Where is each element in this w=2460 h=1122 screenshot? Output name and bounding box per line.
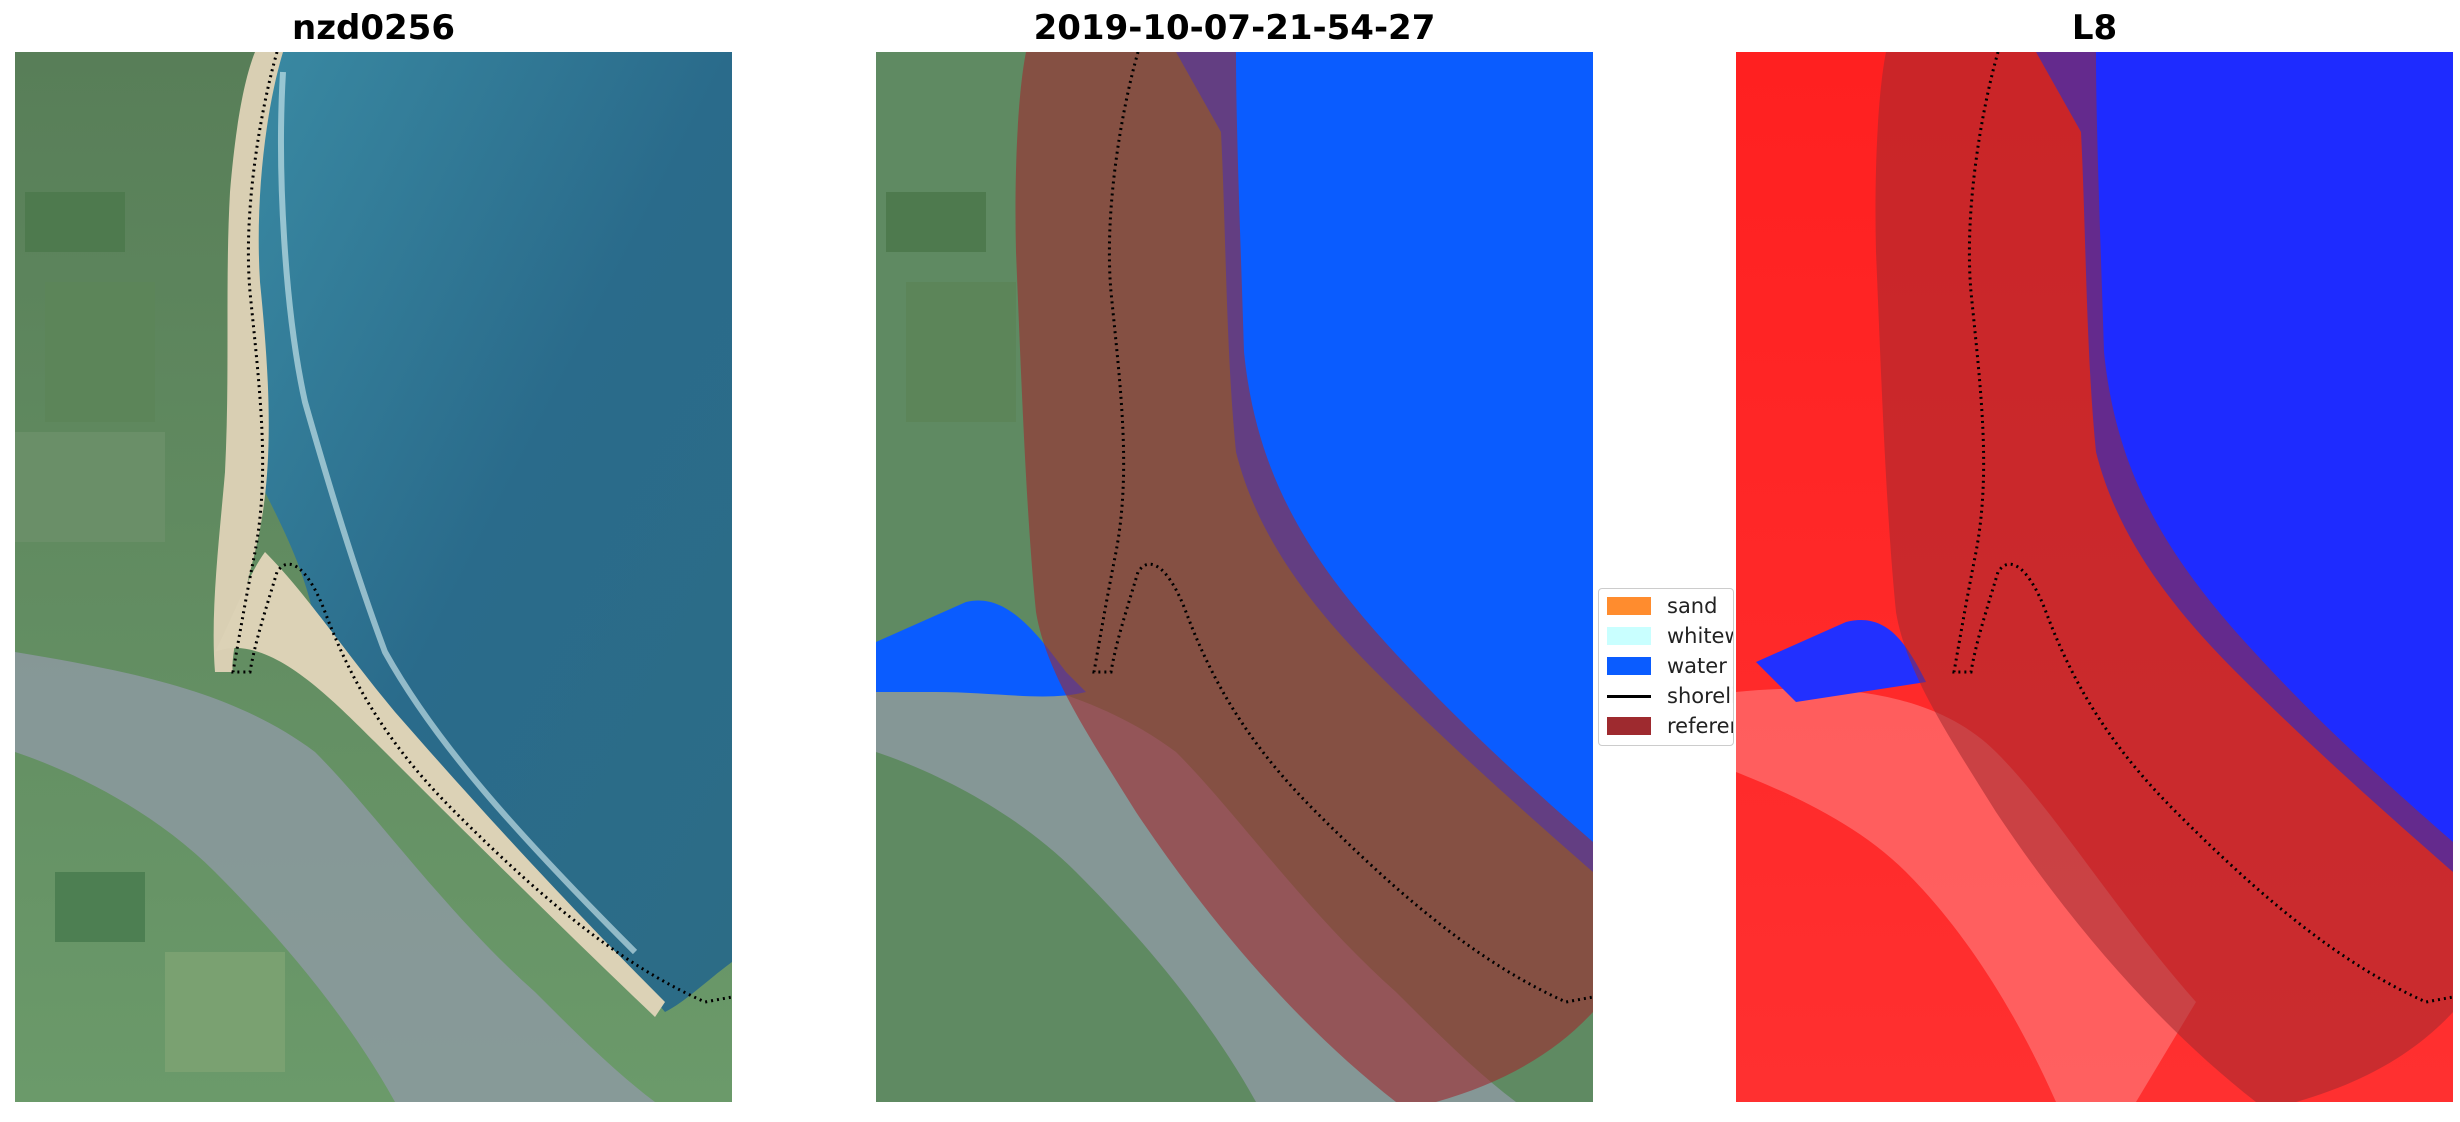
- index-water: [2036, 52, 2453, 872]
- index-water-channel: [1756, 620, 1926, 702]
- legend-label: reference shoreline buffer: [1667, 714, 1733, 738]
- shoreline-contour: [1092, 52, 1593, 1004]
- legend-swatch-water: [1607, 657, 1651, 675]
- field: [45, 282, 155, 422]
- shoreline-contour: [231, 52, 732, 1004]
- panel-title-rgb: nzd0256: [292, 8, 455, 48]
- shoreline-contour: [1952, 52, 2453, 1004]
- field: [15, 432, 165, 542]
- panel-title-classification: 2019-10-07-21-54-27: [1033, 8, 1436, 48]
- reference-shoreline-buffer: [1015, 52, 1593, 1102]
- surf-line: [278, 71, 638, 955]
- estuary-mudflat: [15, 652, 655, 1102]
- legend-item-shoreline: shoreline: [1607, 683, 1733, 709]
- classification-panel: [876, 52, 1593, 1102]
- legend-label: shoreline: [1667, 684, 1733, 708]
- legend-item-water: water: [1607, 653, 1727, 679]
- sand-beach: [213, 52, 283, 672]
- field: [906, 282, 1016, 422]
- field: [25, 192, 125, 252]
- field: [165, 952, 285, 1072]
- reference-shoreline-buffer: [1875, 52, 2453, 1102]
- classification-image: [876, 52, 1593, 1102]
- water-class-channel: [876, 600, 1086, 697]
- legend-label: water: [1667, 654, 1727, 678]
- index-estuary-light: [1736, 688, 2196, 1102]
- panel-title-index: L8: [2071, 8, 2118, 48]
- index-image: [1736, 52, 2453, 1102]
- legend-swatch-sand: [1607, 597, 1651, 615]
- legend-swatch-reference-buffer: [1607, 717, 1651, 735]
- rgb-image-panel: [15, 52, 732, 1102]
- sea-area: [243, 52, 732, 1012]
- field: [55, 872, 145, 942]
- legend-swatch-whitewater: [1607, 627, 1651, 645]
- legend-line-shoreline: [1607, 687, 1651, 705]
- rgb-satellite-image: [15, 52, 732, 1102]
- water-class-region: [1176, 52, 1593, 872]
- legend-item-reference-buffer: reference shoreline buffer: [1607, 713, 1733, 739]
- field: [886, 192, 986, 252]
- index-panel: [1736, 52, 2453, 1102]
- legend-label: sand: [1667, 594, 1718, 618]
- legend-item-sand: sand: [1607, 593, 1717, 619]
